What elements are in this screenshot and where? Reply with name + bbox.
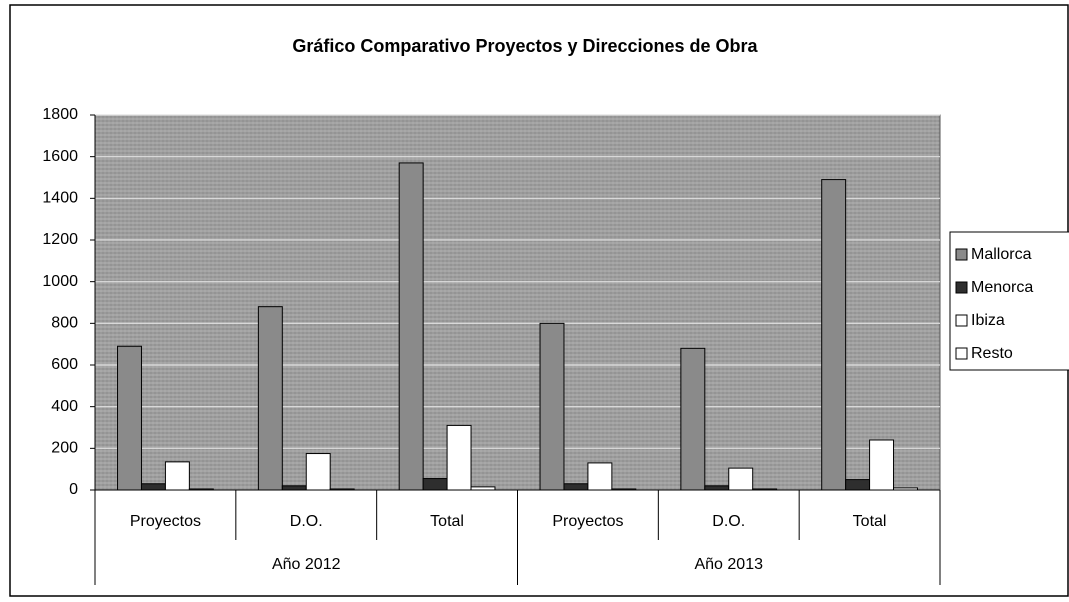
plot-texture: [94, 114, 941, 491]
y-tick-label: 400: [51, 398, 78, 415]
bar: [869, 439, 895, 491]
legend-swatch: [955, 281, 968, 294]
bar: [140, 483, 166, 491]
legend-label: Menorca: [971, 279, 1033, 296]
bar: [539, 322, 565, 491]
y-tick-label: 0: [69, 481, 78, 498]
group-label: Año 2012: [272, 556, 341, 573]
y-tick-label: 1200: [42, 231, 78, 248]
y-tick-label: 200: [51, 440, 78, 457]
group-label: Año 2013: [694, 556, 763, 573]
x-tick-label: D.O.: [290, 513, 323, 530]
y-tick-label: 600: [51, 356, 78, 373]
bar: [563, 483, 589, 491]
bar: [164, 461, 190, 491]
y-tick-label: 1000: [42, 273, 78, 290]
bar: [587, 462, 613, 491]
legend-label: Mallorca: [971, 246, 1032, 263]
chart-title: Gráfico Comparativo Proyectos y Direccio…: [292, 36, 758, 56]
bar: [257, 306, 283, 491]
bar: [446, 424, 472, 491]
bar: [188, 488, 214, 491]
bar: [704, 485, 730, 491]
x-tick-label: Total: [853, 513, 887, 530]
legend-box: [949, 231, 1069, 371]
bar: [752, 488, 778, 491]
bar: [470, 486, 496, 491]
bar: [329, 488, 355, 491]
bar: [821, 179, 847, 491]
bar: [117, 345, 142, 491]
legend-swatch: [955, 347, 968, 360]
bar: [305, 453, 331, 491]
bar: [845, 479, 871, 491]
bar: [611, 488, 637, 491]
y-tick-label: 1600: [42, 148, 78, 165]
bar: [281, 485, 307, 491]
x-tick-label: Total: [430, 513, 464, 530]
legend-label: Resto: [971, 345, 1013, 362]
bar: [893, 487, 918, 491]
x-tick-label: Proyectos: [552, 513, 623, 530]
y-tick-label: 1800: [42, 106, 78, 123]
bar: [728, 467, 754, 491]
y-tick-label: 800: [51, 315, 78, 332]
x-tick-label: Proyectos: [130, 513, 201, 530]
x-tick-label: D.O.: [712, 513, 745, 530]
legend-swatch: [955, 314, 968, 327]
bar: [680, 347, 706, 491]
legend-label: Ibiza: [971, 312, 1005, 329]
bar: [422, 478, 448, 491]
legend-swatch: [955, 248, 968, 261]
bar: [398, 162, 424, 491]
y-tick-label: 1400: [42, 190, 78, 207]
